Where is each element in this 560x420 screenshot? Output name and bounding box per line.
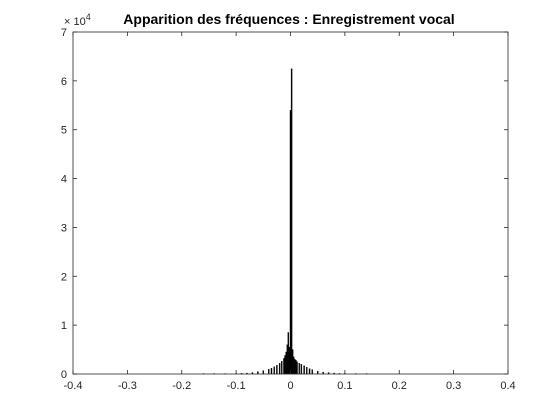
x-tick-label: 0	[287, 380, 293, 392]
y-tick-label: 2	[61, 271, 67, 283]
histogram-bar	[262, 370, 265, 375]
x-tick-label: 0.3	[446, 380, 461, 392]
histogram-bar	[298, 363, 300, 375]
histogram-bar	[287, 332, 290, 375]
histogram-bar	[273, 366, 275, 375]
y-axis-multiplier: × 104	[64, 12, 91, 28]
y-tick-label: 1	[61, 320, 67, 332]
histogram-bar	[296, 361, 298, 375]
histogram-bar	[308, 368, 311, 375]
y-tick-label: 4	[61, 174, 67, 186]
histogram-bar	[290, 68, 293, 375]
y-tick-label: 0	[61, 369, 67, 381]
x-tick-label: -0.1	[227, 380, 246, 392]
y-tick-label: 7	[61, 27, 67, 39]
histogram-bar	[286, 344, 288, 375]
histogram-bar	[289, 110, 292, 375]
histogram-bar	[294, 359, 296, 375]
chart-title: Apparition des fréquences : Enregistreme…	[123, 11, 454, 27]
histogram-bar	[293, 356, 295, 375]
x-tick-label: 0.2	[392, 380, 407, 392]
y-tick-label: 5	[61, 125, 67, 137]
histogram-bar	[311, 369, 313, 375]
x-tick-label: -0.4	[64, 380, 83, 392]
histogram-bar	[281, 361, 283, 375]
histogram-bar	[278, 363, 281, 375]
x-tick-label: -0.3	[118, 380, 137, 392]
histogram-bar	[283, 358, 285, 375]
histogram-bar	[303, 365, 305, 375]
histogram-bar	[285, 351, 287, 375]
histogram-bar	[270, 367, 273, 375]
x-tick-label: -0.2	[172, 380, 191, 392]
histogram-bar	[295, 360, 297, 375]
histogram-bar	[284, 355, 286, 375]
histogram-bar	[268, 368, 270, 375]
histogram-bar	[300, 364, 303, 375]
x-tick-label: 0.1	[337, 380, 352, 392]
histogram-bar	[276, 365, 278, 375]
histogram-bar	[306, 367, 308, 375]
x-tick-label: 0.4	[500, 380, 515, 392]
histogram-bar	[291, 349, 294, 375]
y-axis-ticks: 0 1 2 3 4 5 6 7	[61, 27, 508, 381]
y-multiplier-exponent: 4	[86, 12, 91, 22]
y-tick-label: 3	[61, 222, 67, 234]
y-multiplier-base: × 10	[64, 16, 86, 28]
y-tick-label: 6	[61, 76, 67, 88]
histogram-bars	[202, 68, 368, 375]
histogram-bar	[316, 370, 319, 375]
x-axis-ticks: -0.4 -0.3 -0.2 -0.1 0 0.1 0.2 0.3 0.4	[64, 32, 516, 392]
histogram-bar	[288, 346, 291, 375]
